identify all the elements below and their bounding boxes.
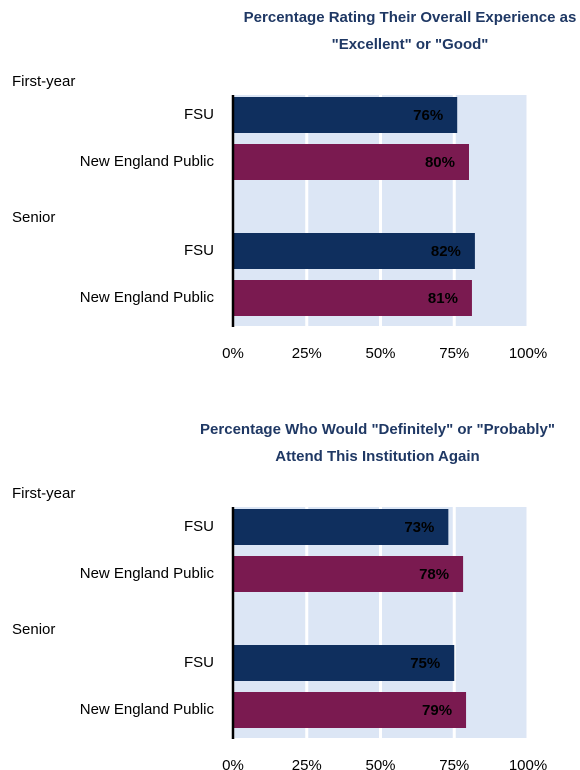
bar (233, 692, 467, 728)
x-tick-label: 0% (222, 345, 244, 362)
bar (233, 645, 455, 681)
x-tick-label: 50% (365, 345, 395, 362)
category-label: FSU (184, 518, 214, 535)
x-tick-label: 25% (292, 757, 322, 770)
chart-title: Percentage Rating Their Overall Experien… (243, 9, 577, 53)
x-tick-label: 0% (222, 757, 244, 770)
value-label: 81% (428, 290, 458, 307)
category-label: New England Public (80, 153, 215, 170)
category-label: New England Public (80, 289, 215, 306)
x-tick-label: 75% (439, 757, 469, 770)
x-tick-label: 100% (509, 757, 547, 770)
category-label: FSU (184, 654, 214, 671)
value-label: 73% (404, 519, 434, 536)
bar (233, 556, 464, 592)
value-label: 79% (422, 702, 452, 719)
x-tick-label: 50% (365, 757, 395, 770)
value-label: 75% (410, 655, 440, 672)
category-label: New England Public (80, 701, 215, 718)
x-tick-label: 75% (439, 345, 469, 362)
value-label: 80% (425, 154, 455, 171)
chart-title: Percentage Who Would "Definitely" or "Pr… (200, 421, 555, 465)
group-label: Senior (12, 621, 55, 638)
x-tick-label: 25% (292, 345, 322, 362)
group-label: First-year (12, 485, 75, 502)
category-label: FSU (184, 106, 214, 123)
category-label: New England Public (80, 565, 215, 582)
value-label: 76% (413, 107, 443, 124)
value-label: 78% (419, 566, 449, 583)
bar (233, 233, 475, 269)
bar (233, 97, 458, 133)
bar (233, 280, 472, 316)
group-label: Senior (12, 209, 55, 226)
bar (233, 144, 469, 180)
x-tick-label: 100% (509, 345, 547, 362)
category-label: FSU (184, 242, 214, 259)
group-label: First-year (12, 73, 75, 90)
bar (233, 509, 449, 545)
value-label: 82% (431, 243, 461, 260)
